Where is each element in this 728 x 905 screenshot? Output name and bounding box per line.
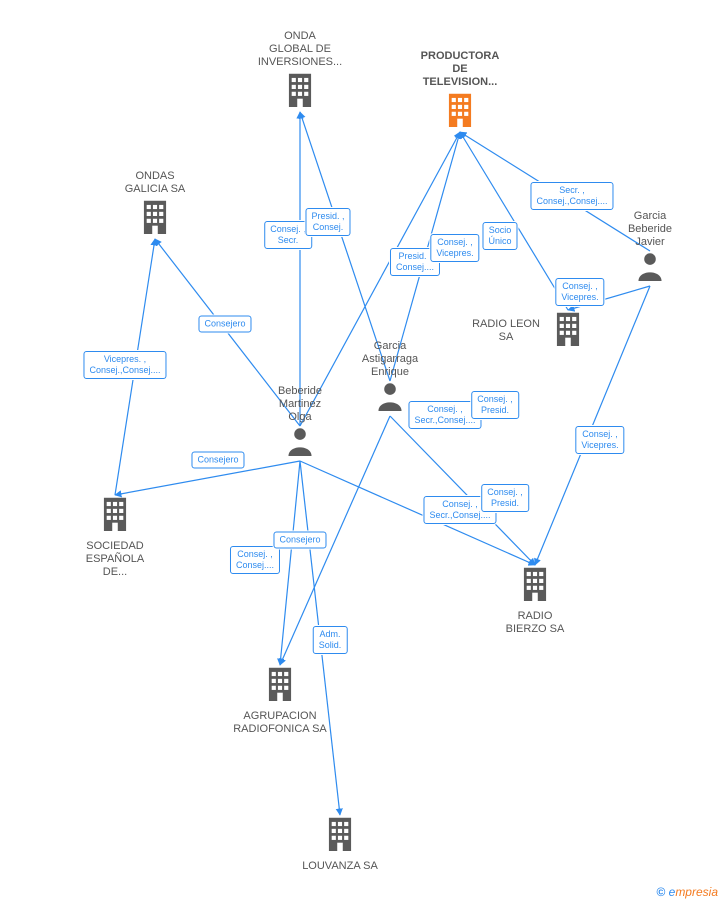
node-label: Beberide Martinez Olga [240, 385, 360, 424]
node-label: ONDAS GALICIA SA [95, 170, 215, 196]
copyright: © empresia [656, 885, 718, 899]
building-icon [263, 665, 297, 706]
node-agrup: AGRUPACION RADIOFONICA SA [220, 665, 340, 736]
node-louvanza: LOUVANZA SA [280, 815, 400, 873]
node-onda: ONDA GLOBAL DE INVERSIONES... [240, 30, 360, 112]
node-garcia_b: Garcia Beberide Javier [590, 210, 710, 286]
node-ondas: ONDAS GALICIA SA [95, 170, 215, 239]
node-bierzo: RADIO BIERZO SA [475, 565, 595, 636]
edge-line [280, 461, 300, 665]
person-icon [636, 251, 664, 286]
edge-label: Socio Único [482, 222, 517, 250]
building-icon [518, 565, 552, 606]
node-label: AGRUPACION RADIOFONICA SA [220, 710, 340, 736]
node-label: RADIO LEON SA [465, 318, 547, 344]
brand-rest: mpresia [675, 885, 718, 899]
edge-label: Consej. , Vicepres. [555, 278, 604, 306]
edge-label: Presid. , Consej. [305, 208, 350, 236]
building-icon [323, 815, 357, 856]
edge-label: Adm. Solid. [313, 626, 348, 654]
node-label: SOCIEDAD ESPAÑOLA DE... [55, 540, 175, 579]
node-productora: PRODUCTORA DE TELEVISION... [400, 50, 520, 132]
building-icon [138, 198, 172, 239]
building-icon [443, 91, 477, 132]
node-label: RADIO BIERZO SA [475, 610, 595, 636]
edge-label: Vicepres. , Consej.,Consej.... [83, 351, 166, 379]
person-icon [376, 381, 404, 416]
edge-label: Consej. , Consej.... [230, 546, 280, 574]
edge-line [460, 132, 568, 310]
building-icon [283, 71, 317, 112]
node-label: Garcia Beberide Javier [590, 210, 710, 249]
person-icon [286, 426, 314, 461]
building-icon [551, 310, 585, 351]
node-label: Garcia Astigarraga Enrique [330, 340, 450, 379]
node-radioleon: RADIO LEON SA [465, 310, 585, 351]
edge-label: Consejero [273, 532, 326, 549]
copyright-symbol: © [656, 885, 665, 899]
building-icon [98, 495, 132, 536]
edge-label: Consej. , Vicepres. [575, 426, 624, 454]
edge-label: Consej. , Vicepres. [430, 234, 479, 262]
edge-label: Secr. , Consej.,Consej.... [530, 182, 613, 210]
edge-line [300, 461, 535, 565]
edge-label: Consejero [198, 316, 251, 333]
edge-label: Consejero [191, 452, 244, 469]
node-label: ONDA GLOBAL DE INVERSIONES... [240, 30, 360, 69]
edge-label: Consej. , Presid. [481, 484, 529, 512]
node-beberide: Beberide Martinez Olga [240, 385, 360, 461]
node-label: LOUVANZA SA [280, 860, 400, 873]
node-sociedad: SOCIEDAD ESPAÑOLA DE... [55, 495, 175, 579]
node-label: PRODUCTORA DE TELEVISION... [400, 50, 520, 89]
edge-label: Consej. , Presid. [471, 391, 519, 419]
